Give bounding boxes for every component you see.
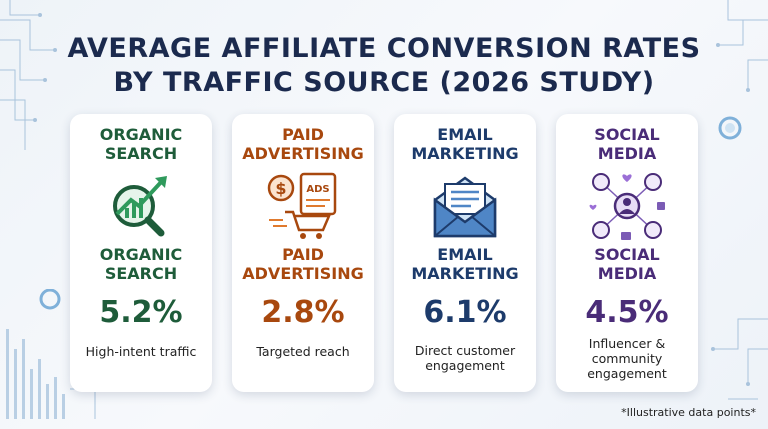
circuit-decoration-bottom-left [6, 289, 105, 419]
card-heading-line: ORGANIC [99, 125, 183, 144]
card-subheading: PAID ADVERTISING [232, 245, 374, 283]
conversion-rate-value: 4.5% [585, 295, 669, 330]
card-subheading: ORGANIC SEARCH [70, 245, 212, 283]
card-subheading-line: EMAIL [437, 245, 493, 264]
magnifier-growth-chart-icon [113, 176, 167, 237]
card-description-line: High-intent traffic [85, 344, 197, 359]
circuit-decoration-top-right [716, 0, 768, 140]
card-subheading-line: MEDIA [597, 264, 657, 283]
svg-text:ADS: ADS [306, 184, 329, 195]
chart-title: AVERAGE AFFILIATE CONVERSION RATES BY TR… [0, 32, 768, 100]
card-heading-line: SEARCH [104, 144, 178, 163]
card-description-line: Influencer & [588, 336, 666, 351]
card-description: Direct customer engagement [400, 343, 530, 373]
conversion-rate-value: 2.8% [261, 295, 345, 330]
ads-cart-dollar-icon: $ ADS [267, 172, 337, 239]
card-heading-line: EMAIL [437, 125, 493, 144]
title-line-1: AVERAGE AFFILIATE CONVERSION RATES [67, 33, 701, 64]
card-paid-advertising: PAID ADVERTISING $ ADS PAID ADVERTISING … [232, 114, 374, 392]
card-description: Influencer & community engagement [562, 336, 692, 381]
envelope-icon [433, 176, 497, 238]
card-subheading-line: MARKETING [411, 264, 519, 283]
card-description-line: engagement [587, 366, 667, 381]
card-heading: PAID ADVERTISING [232, 125, 374, 163]
card-subheading-line: SOCIAL [594, 245, 660, 264]
card-subheading-line: ORGANIC [99, 245, 183, 264]
card-heading: SOCIAL MEDIA [556, 125, 698, 163]
card-description-line: engagement [425, 358, 505, 373]
card-heading-line: MARKETING [411, 144, 519, 163]
card-description-line: Targeted reach [256, 344, 350, 359]
card-heading-line: PAID [282, 125, 324, 144]
card-subheading-line: SEARCH [104, 264, 178, 283]
card-description-line: Direct customer [414, 343, 516, 358]
card-description-line: community [591, 351, 663, 366]
card-social-media: SOCIAL MEDIA SOCIAL MEDIA 4.5% Influence… [556, 114, 698, 392]
card-heading-line: SOCIAL [594, 125, 660, 144]
circuit-decoration-top-left [0, 0, 57, 150]
footnote: *Illustrative data points* [621, 406, 756, 419]
card-heading-line: ADVERTISING [242, 144, 364, 163]
card-heading: EMAIL MARKETING [394, 125, 536, 163]
card-subheading: SOCIAL MEDIA [556, 245, 698, 283]
card-heading-line: MEDIA [597, 144, 657, 163]
card-organic-search: ORGANIC SEARCH ORGANIC SEARCH 5.2% High-… [70, 114, 212, 392]
card-subheading: EMAIL MARKETING [394, 245, 536, 283]
title-line-2: BY TRAFFIC SOURCE (2026 STUDY) [113, 67, 655, 98]
conversion-rate-value: 5.2% [99, 295, 183, 330]
card-subheading-line: PAID [282, 245, 324, 264]
circuit-decoration-bottom-right [711, 318, 768, 400]
card-subheading-line: ADVERTISING [242, 264, 364, 283]
card-description: Targeted reach [238, 344, 368, 359]
card-heading: ORGANIC SEARCH [70, 125, 212, 163]
conversion-rate-value: 6.1% [423, 295, 507, 330]
svg-text:$: $ [275, 179, 286, 198]
card-email-marketing: EMAIL MARKETING EMAIL MARKETING 6.1% Dir… [394, 114, 536, 392]
social-network-icon [589, 173, 665, 240]
card-description: High-intent traffic [76, 344, 206, 359]
